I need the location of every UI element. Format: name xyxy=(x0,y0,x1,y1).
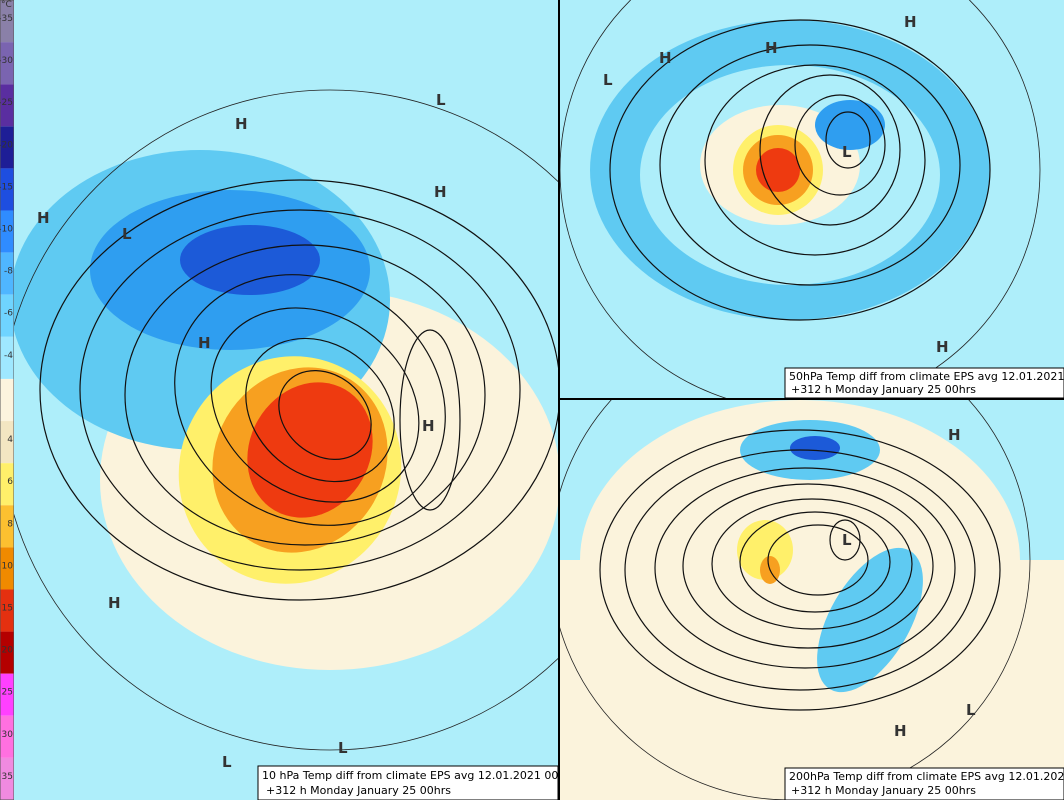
anomaly-area xyxy=(815,100,885,150)
pressure-label: H xyxy=(659,49,672,67)
colorbar-label: -35 xyxy=(0,14,13,24)
colorbar-unit: °C xyxy=(1,0,12,10)
pressure-labels: L H H H L H H H L L H H H L L H H L L H xyxy=(37,13,976,771)
pressure-label: H xyxy=(37,209,50,227)
colorbar-label: 10 xyxy=(2,561,14,571)
caption: 50hPa Temp diff from climate EPS avg 12.… xyxy=(789,370,1064,383)
colorbar-swatch xyxy=(0,42,14,85)
colorbar-label: -8 xyxy=(4,267,13,277)
colorbar-swatch xyxy=(0,757,14,800)
colorbar-swatch xyxy=(0,463,14,506)
pressure-label: L xyxy=(842,143,852,161)
map-boundary xyxy=(560,0,1041,398)
colorbar-label: 6 xyxy=(7,477,13,487)
colorbar-swatch xyxy=(0,168,14,211)
colorbar-label: -4 xyxy=(4,351,13,361)
anomaly-area xyxy=(756,148,800,192)
colorbar-swatch xyxy=(0,378,14,422)
contours xyxy=(39,179,558,601)
colorbar-swatch xyxy=(0,421,14,464)
anomaly-area xyxy=(790,436,840,460)
colorbar-swatch xyxy=(0,715,14,758)
caption: +312 h Monday January 25 00hrs xyxy=(791,784,976,797)
pressure-label: H xyxy=(235,115,248,133)
caption-box xyxy=(784,367,1064,399)
pressure-label: L xyxy=(842,531,852,549)
map-boundary xyxy=(14,89,558,751)
colorbar-label: -6 xyxy=(4,309,13,319)
map-10hpa xyxy=(14,0,558,800)
map-200hpa xyxy=(560,400,1064,800)
colorbar-swatch xyxy=(0,673,14,716)
colorbar-label: -30 xyxy=(0,56,13,66)
contours xyxy=(609,19,991,321)
caption: +312 h Monday January 25 00hrs xyxy=(791,383,976,396)
colorbar-label: 30 xyxy=(2,730,14,740)
pressure-label: H xyxy=(434,183,447,201)
pressure-label: L xyxy=(338,739,348,757)
caption-box xyxy=(257,765,559,800)
colorbar-label: 35 xyxy=(2,772,13,782)
pressure-label: L xyxy=(603,71,613,89)
colorbar-swatch xyxy=(0,505,14,548)
colorbar-label: -20 xyxy=(0,140,13,150)
map-50hpa xyxy=(560,0,1064,398)
colorbar-swatch xyxy=(0,84,14,127)
colorbar-swatch xyxy=(0,126,14,169)
pressure-label: L xyxy=(122,225,132,243)
pressure-label: H xyxy=(765,39,778,57)
colorbar-label: 8 xyxy=(7,519,13,529)
caption: 200hPa Temp diff from climate EPS avg 12… xyxy=(789,770,1064,783)
pressure-label: L xyxy=(966,701,976,719)
colorbar-label: 20 xyxy=(2,646,14,656)
colorbar-label: 15 xyxy=(2,603,13,613)
colorbar-swatch xyxy=(0,252,14,295)
colorbar-label: -15 xyxy=(0,182,13,192)
anomaly-area xyxy=(817,547,923,693)
colorbar-label: 25 xyxy=(2,688,13,698)
pressure-label: L xyxy=(436,91,446,109)
pressure-label: H xyxy=(108,594,121,612)
pressure-label: H xyxy=(894,722,907,740)
colorbar-label: 4 xyxy=(7,435,13,445)
contours xyxy=(599,429,1001,711)
anomaly-area xyxy=(180,225,320,295)
colorbar: °C -35 -30 -25 -20 -15 -10 -8 -6 -4 4 6 8 10 15 20 25 30 3… xyxy=(0,0,15,800)
colorbar-swatch xyxy=(0,631,14,674)
colorbar-label: -25 xyxy=(0,98,13,108)
colorbar-swatch xyxy=(0,547,14,590)
colorbar-label: -10 xyxy=(0,225,13,235)
pressure-label: H xyxy=(422,417,435,435)
pressure-label: H xyxy=(904,13,917,31)
colorbar-swatch xyxy=(0,210,14,253)
caption: +312 h Monday January 25 00hrs xyxy=(266,784,451,797)
colorbar-swatch xyxy=(0,336,14,379)
pressure-label: L xyxy=(222,753,232,771)
colorbar-swatch xyxy=(0,589,14,632)
colorbar-swatch xyxy=(0,294,14,337)
pressure-label: H xyxy=(948,426,961,444)
caption-box xyxy=(784,767,1064,800)
pressure-label: H xyxy=(198,334,211,352)
map-boundary xyxy=(560,400,1031,800)
caption: 10 hPa Temp diff from climate EPS avg 12… xyxy=(262,769,576,782)
colorbar-swatch xyxy=(0,0,14,43)
anomaly-area xyxy=(247,382,373,518)
pressure-label: H xyxy=(936,338,949,356)
